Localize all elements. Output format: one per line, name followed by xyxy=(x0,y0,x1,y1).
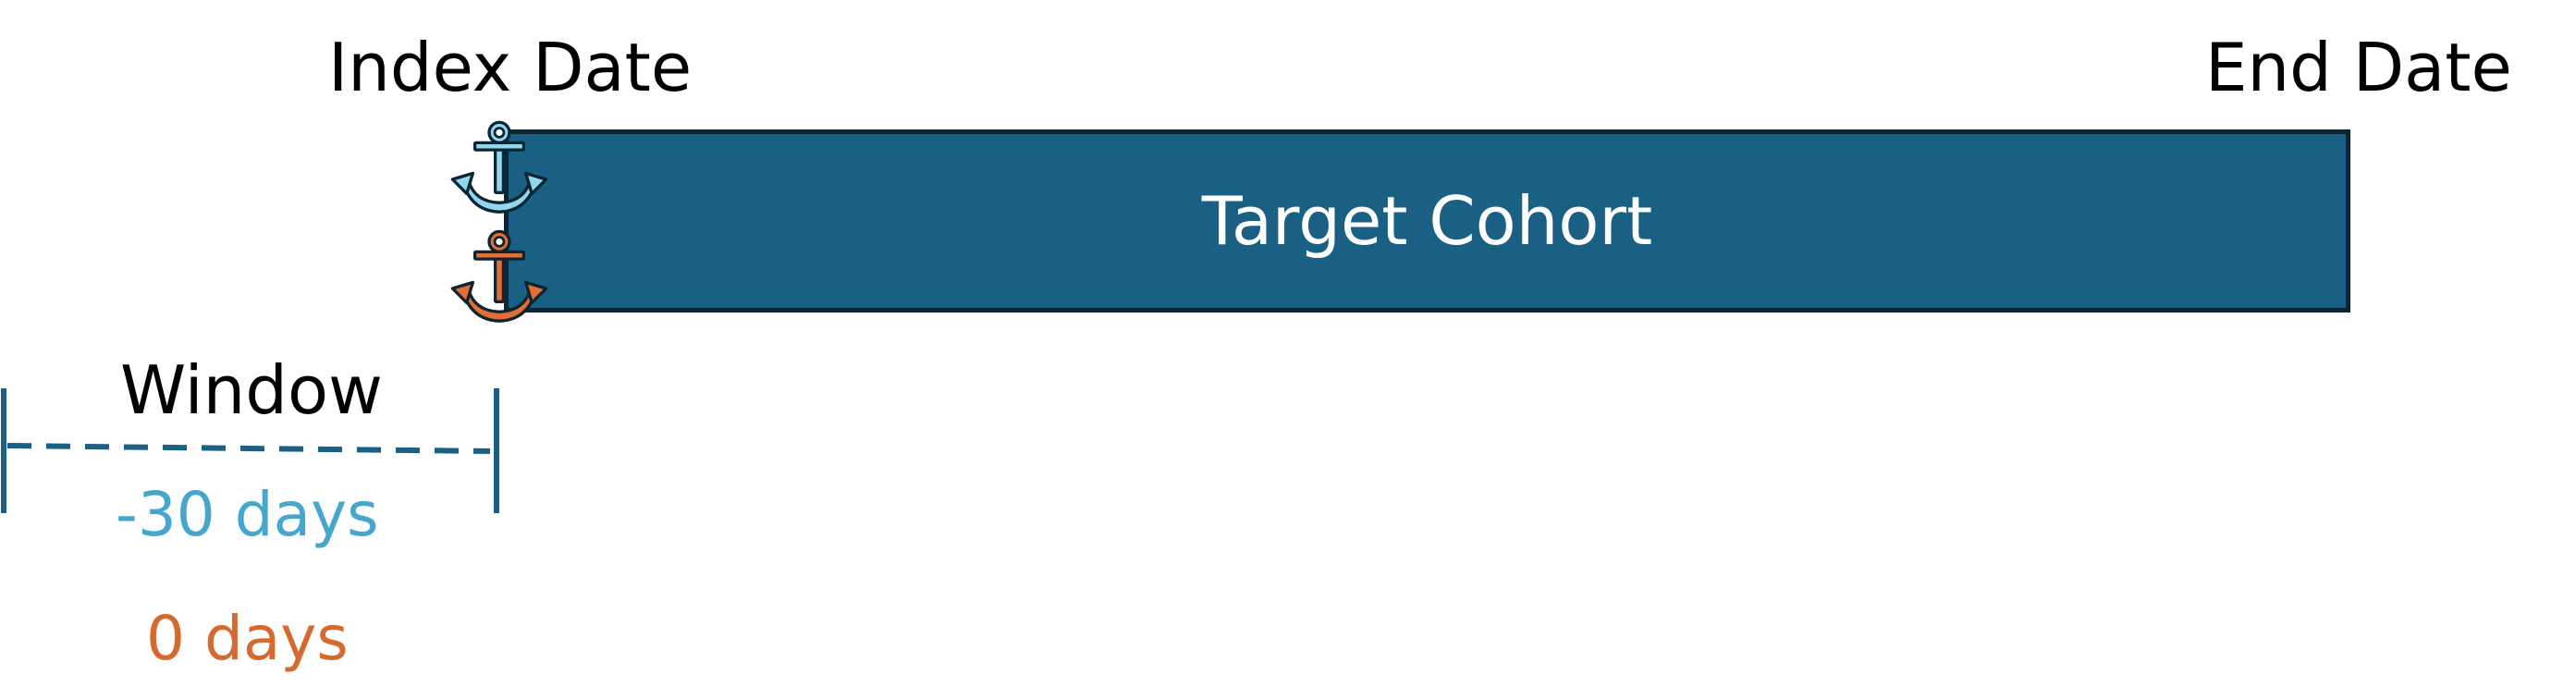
window-end-offset: 0 days xyxy=(146,603,349,674)
window-start-offset: -30 days xyxy=(116,479,379,550)
start-anchor-icon xyxy=(450,120,548,214)
target-cohort-bar: Target Cohort xyxy=(504,129,2350,313)
window-range-line xyxy=(1,388,499,513)
end-anchor-icon xyxy=(450,229,548,323)
end-date-label: End Date xyxy=(2205,29,2512,106)
window-title: Window xyxy=(120,351,383,429)
index-date-label: Index Date xyxy=(328,29,693,106)
target-cohort-label: Target Cohort xyxy=(1201,182,1653,260)
